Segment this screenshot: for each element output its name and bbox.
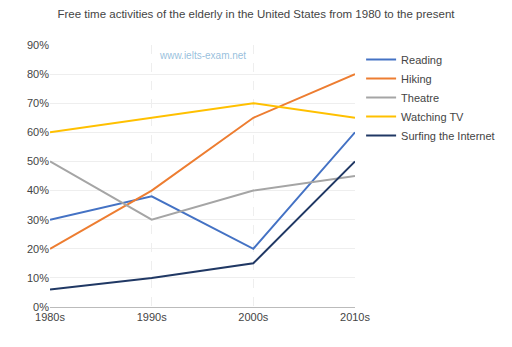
svg-text:1990s: 1990s: [137, 311, 167, 323]
svg-text:2000s: 2000s: [238, 311, 268, 323]
svg-text:Reading: Reading: [401, 54, 442, 66]
svg-text:50%: 50%: [27, 155, 49, 167]
svg-text:Free time activities of the el: Free time activities of the elderly in t…: [58, 8, 456, 20]
svg-text:30%: 30%: [27, 214, 49, 226]
svg-text:80%: 80%: [27, 68, 49, 80]
svg-text:60%: 60%: [27, 126, 49, 138]
svg-text:Watching TV: Watching TV: [401, 111, 464, 123]
svg-text:www.ielts-exam.net: www.ielts-exam.net: [159, 50, 246, 61]
svg-text:10%: 10%: [27, 272, 49, 284]
svg-text:Hiking: Hiking: [401, 73, 432, 85]
svg-text:2010s: 2010s: [340, 311, 370, 323]
svg-text:40%: 40%: [27, 184, 49, 196]
svg-text:70%: 70%: [27, 97, 49, 109]
svg-text:1980s: 1980s: [35, 311, 65, 323]
svg-text:20%: 20%: [27, 243, 49, 255]
svg-text:0%: 0%: [33, 301, 49, 313]
svg-text:Surfing the Internet: Surfing the Internet: [401, 130, 495, 142]
svg-text:90%: 90%: [27, 39, 49, 51]
svg-text:Theatre: Theatre: [401, 92, 439, 104]
